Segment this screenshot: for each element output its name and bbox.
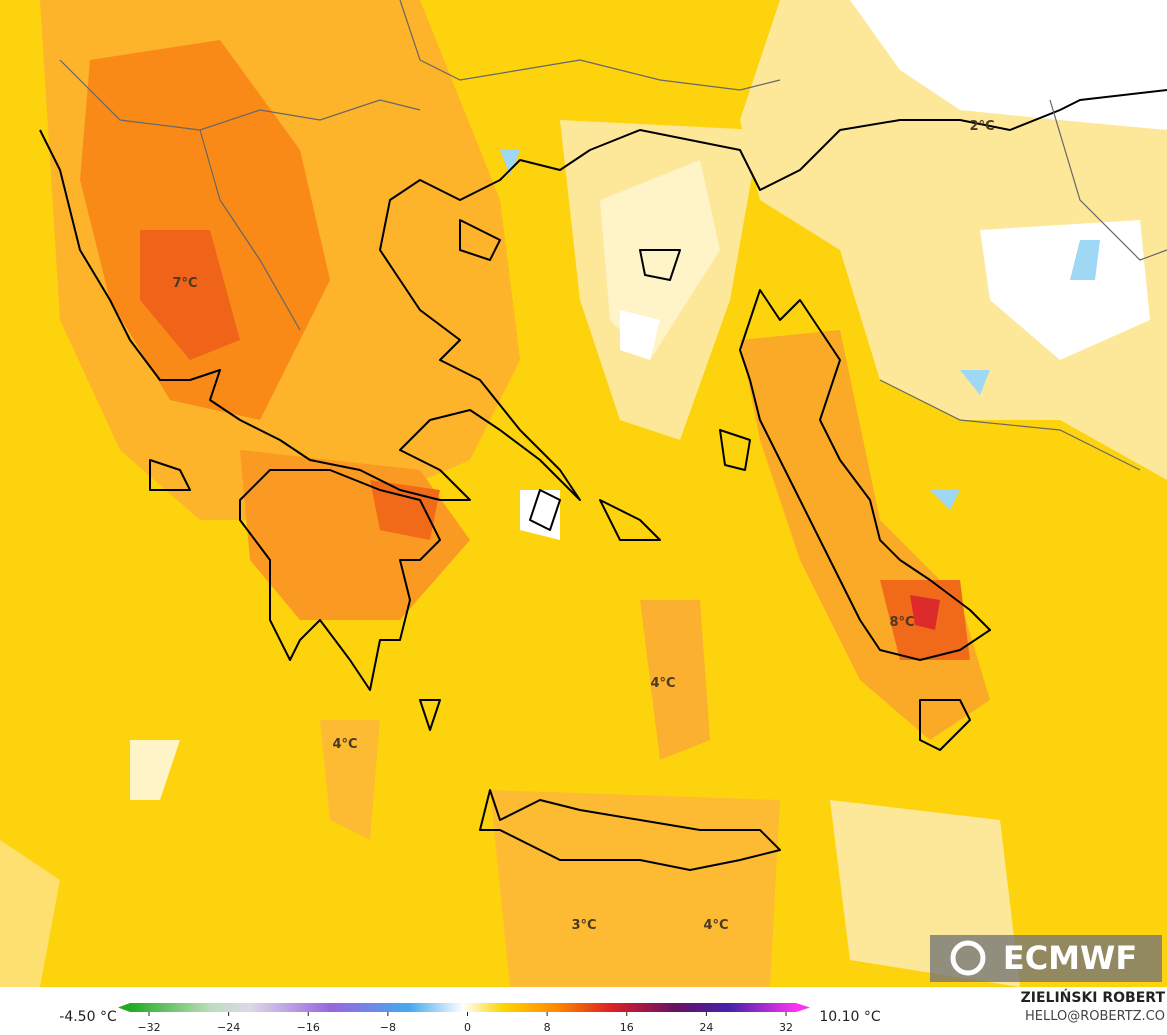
credit-name: ZIELIŃSKI ROBERT bbox=[1021, 988, 1166, 1006]
colorbar-tick-label: −8 bbox=[380, 1021, 396, 1034]
map-labels: 7°C 2°C 8°C 4°C 4°C 3°C 4°C bbox=[172, 119, 994, 933]
temp-label: 4°C bbox=[703, 918, 728, 933]
colorbar-end bbox=[118, 1003, 130, 1012]
colorbar-tick-label: 24 bbox=[699, 1021, 713, 1034]
colorbar-tick-label: 32 bbox=[779, 1021, 793, 1034]
colorbar-tick-label: −24 bbox=[217, 1021, 240, 1034]
temp-label: 7°C bbox=[172, 276, 197, 291]
temperature-field bbox=[0, 0, 1167, 987]
logo-icon bbox=[950, 940, 986, 976]
colorbar-tick-label: −32 bbox=[137, 1021, 160, 1034]
logo: ECMWF bbox=[930, 935, 1162, 982]
coastlines bbox=[39, 89, 1167, 871]
logo-text: ECMWF bbox=[1003, 939, 1137, 977]
colorbar-end bbox=[796, 1003, 810, 1012]
temp-label: 2°C bbox=[969, 119, 994, 134]
temp-label: 8°C bbox=[889, 615, 914, 630]
colorbar-tick-label: −16 bbox=[297, 1021, 320, 1034]
colorbar-tick-label: 8 bbox=[544, 1021, 551, 1034]
borders bbox=[59, 0, 1167, 471]
colorbar-tick-label: 0 bbox=[464, 1021, 471, 1034]
credit-contact: HELLO@ROBERTZ.CO bbox=[1025, 1009, 1165, 1024]
temp-label: 3°C bbox=[571, 918, 596, 933]
colorbar-min: -4.50 °C bbox=[59, 1009, 117, 1025]
temp-label: 4°C bbox=[650, 676, 675, 691]
colorbar-gradient bbox=[130, 1003, 796, 1012]
colorbar-tick-label: 16 bbox=[620, 1021, 634, 1034]
colorbar: -4.50 °C 10.10 °C −32 −24 −16 −8 0 8 16 24 32 bbox=[59, 1003, 881, 1034]
colorbar-max: 10.10 °C bbox=[819, 1009, 881, 1025]
temp-label: 4°C bbox=[332, 737, 357, 752]
